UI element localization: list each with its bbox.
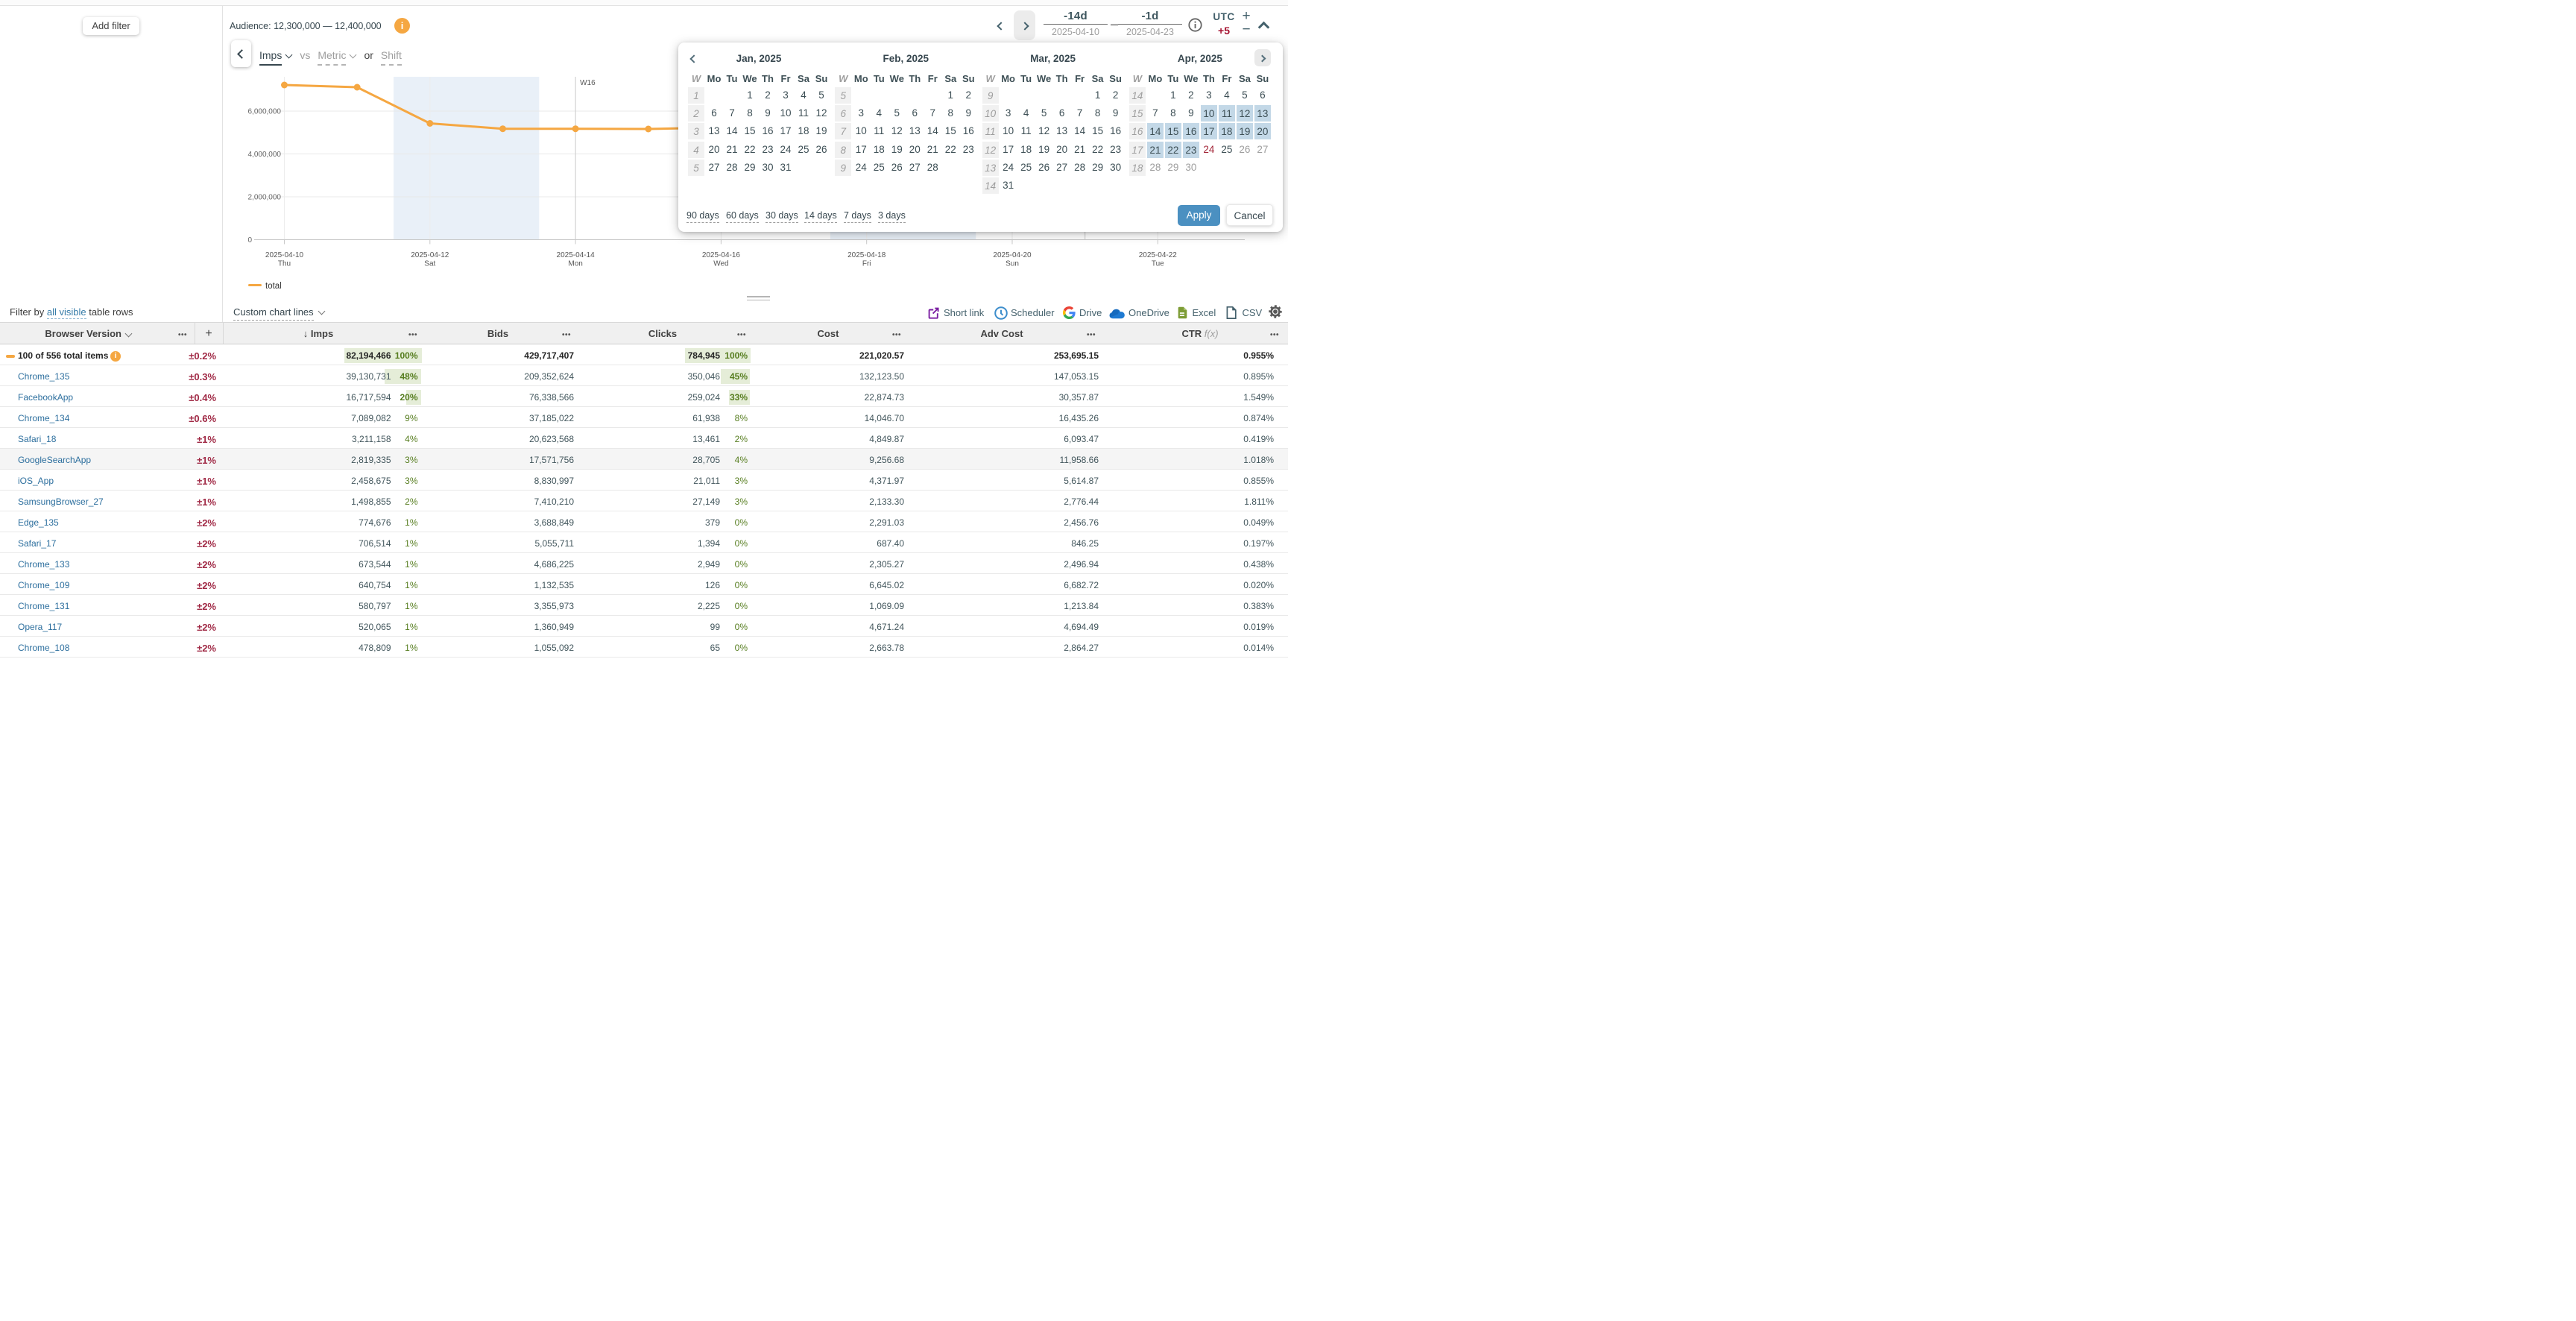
svg-text:Wed: Wed xyxy=(713,260,728,268)
svg-text:Tue: Tue xyxy=(1152,260,1164,268)
svg-text:2025-04-14: 2025-04-14 xyxy=(557,251,596,259)
svg-text:2,000,000: 2,000,000 xyxy=(248,194,282,202)
svg-text:2025-04-16: 2025-04-16 xyxy=(702,251,741,259)
svg-text:6,000,000: 6,000,000 xyxy=(248,108,282,116)
svg-text:W16: W16 xyxy=(580,79,596,87)
svg-text:4,000,000: 4,000,000 xyxy=(248,151,282,159)
svg-text:2025-04-22: 2025-04-22 xyxy=(1139,251,1178,259)
svg-text:Fri: Fri xyxy=(862,260,871,268)
svg-text:0: 0 xyxy=(248,236,253,245)
svg-text:2025-04-18: 2025-04-18 xyxy=(847,251,886,259)
svg-text:2025-04-12: 2025-04-12 xyxy=(411,251,449,259)
svg-text:Thu: Thu xyxy=(278,260,291,268)
svg-text:Sun: Sun xyxy=(1006,260,1019,268)
svg-text:2025-04-10: 2025-04-10 xyxy=(265,251,304,259)
svg-text:Mon: Mon xyxy=(568,260,582,268)
svg-text:Sat: Sat xyxy=(424,260,435,268)
svg-text:2025-04-20: 2025-04-20 xyxy=(993,251,1032,259)
